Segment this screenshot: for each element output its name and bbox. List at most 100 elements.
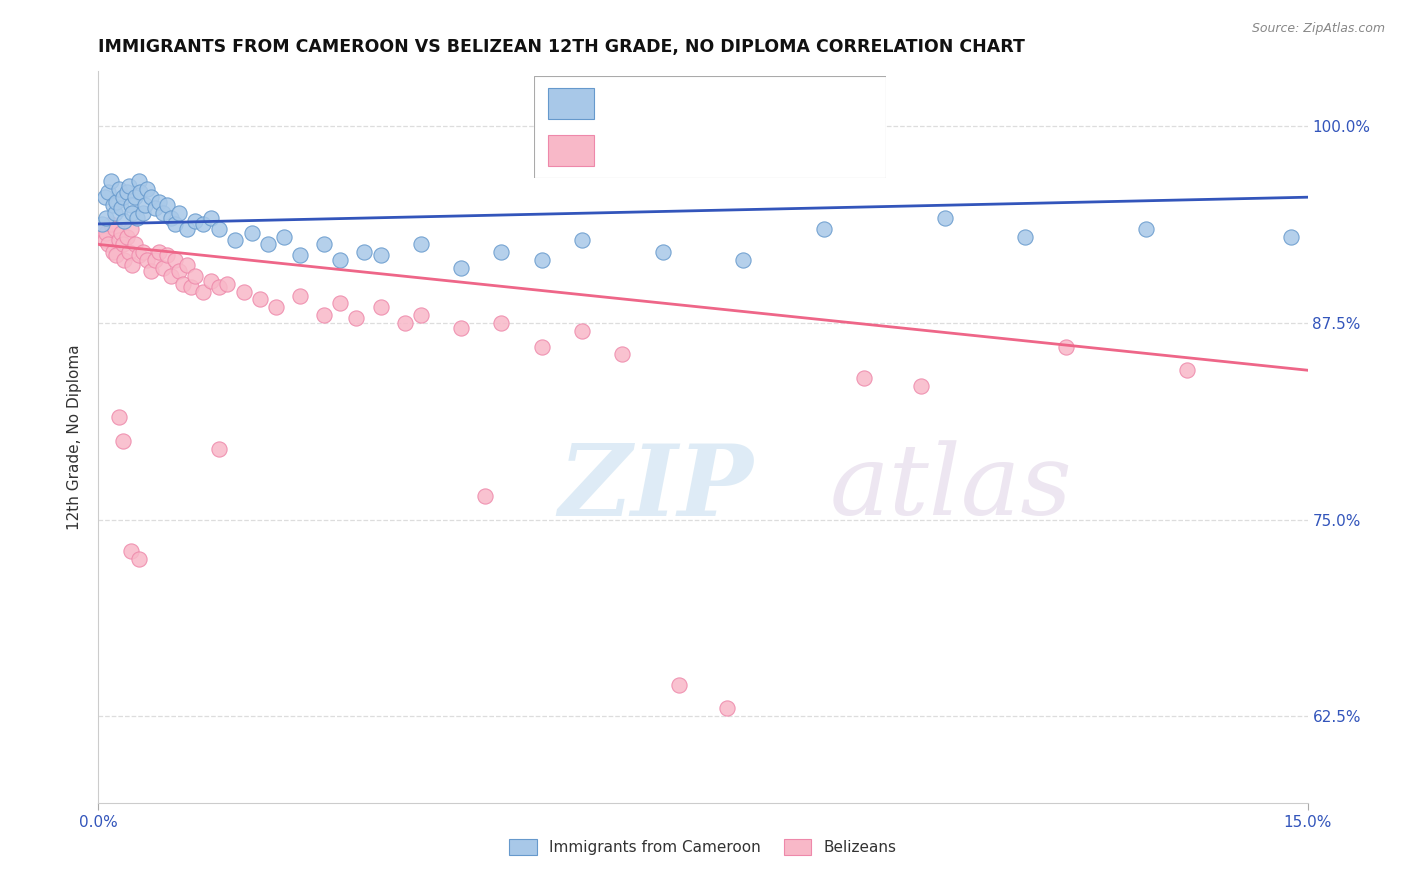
Point [208, 442, 231, 456]
Point [110, 227, 132, 241]
Point [120, 221, 142, 235]
Point [167, 264, 190, 278]
Point [264, 301, 287, 315]
Point [409, 308, 432, 322]
Point [134, 198, 156, 212]
Point [128, 248, 150, 262]
Bar [548, 136, 593, 166]
Point [184, 214, 207, 228]
Point [314, 237, 336, 252]
Point [163, 217, 186, 231]
Point [288, 248, 311, 262]
Point [329, 295, 352, 310]
Point [394, 316, 416, 330]
Point [132, 245, 155, 260]
Point [100, 217, 122, 231]
Point [172, 277, 194, 291]
Point [143, 253, 166, 268]
Point [474, 489, 496, 503]
Point [910, 379, 932, 393]
Point [110, 201, 132, 215]
Point [100, 174, 122, 188]
Point [152, 260, 174, 275]
Point [409, 237, 432, 252]
Point [208, 221, 231, 235]
Point [249, 293, 271, 307]
Point [129, 186, 152, 200]
Point [217, 277, 239, 291]
Point [139, 190, 162, 204]
Point [96, 227, 118, 241]
Point [193, 285, 215, 299]
Point [111, 190, 134, 204]
Point [115, 186, 138, 200]
Point [344, 311, 367, 326]
Point [491, 245, 513, 260]
Point [111, 237, 134, 252]
Point [105, 248, 128, 262]
Point [163, 253, 186, 268]
Point [651, 245, 673, 260]
Point [94, 233, 117, 247]
Point [112, 253, 135, 268]
Point [148, 245, 170, 260]
Y-axis label: 12th Grade, No Diploma: 12th Grade, No Diploma [67, 344, 83, 530]
Point [232, 285, 254, 299]
Point [184, 268, 207, 283]
Point [124, 237, 146, 252]
Point [176, 221, 198, 235]
Point [143, 201, 166, 215]
Point [288, 289, 311, 303]
Point [200, 211, 222, 225]
Point [491, 316, 513, 330]
Point [128, 552, 150, 566]
Point [813, 221, 835, 235]
Point [1014, 229, 1036, 244]
Text: Source: ZipAtlas.com: Source: ZipAtlas.com [1251, 22, 1385, 36]
Point [1054, 340, 1077, 354]
Bar [548, 88, 593, 119]
Point [273, 229, 295, 244]
Point [160, 268, 183, 283]
Point [1175, 363, 1198, 377]
Point [668, 678, 690, 692]
Point [112, 214, 135, 228]
Point [530, 253, 553, 268]
Point [118, 245, 141, 260]
Text: atlas: atlas [830, 441, 1073, 536]
Point [91, 221, 114, 235]
Point [314, 308, 336, 322]
Point [94, 190, 117, 204]
Point [224, 233, 246, 247]
Point [107, 410, 129, 425]
Point [103, 221, 125, 235]
Point [121, 206, 143, 220]
Point [353, 245, 375, 260]
Point [370, 301, 392, 315]
Point [934, 211, 956, 225]
Point [148, 194, 170, 209]
Point [128, 174, 150, 188]
Point [111, 434, 134, 448]
Point [530, 340, 553, 354]
Point [135, 253, 157, 268]
Point [571, 324, 593, 338]
Legend: Immigrants from Cameroon, Belizeans: Immigrants from Cameroon, Belizeans [503, 833, 903, 861]
Text: IMMIGRANTS FROM CAMEROON VS BELIZEAN 12TH GRADE, NO DIPLOMA CORRELATION CHART: IMMIGRANTS FROM CAMEROON VS BELIZEAN 12T… [98, 38, 1025, 56]
Point [120, 198, 142, 212]
Point [256, 237, 278, 252]
Point [240, 227, 263, 241]
Point [370, 248, 392, 262]
Point [612, 347, 634, 361]
Point [571, 233, 593, 247]
Point [176, 258, 198, 272]
Point [853, 371, 876, 385]
Point [1281, 229, 1303, 244]
Point [127, 211, 149, 225]
Point [96, 211, 118, 225]
Point [139, 264, 162, 278]
Point [105, 194, 128, 209]
Text: ZIP: ZIP [558, 440, 752, 536]
Point [107, 233, 129, 247]
Point [200, 274, 222, 288]
